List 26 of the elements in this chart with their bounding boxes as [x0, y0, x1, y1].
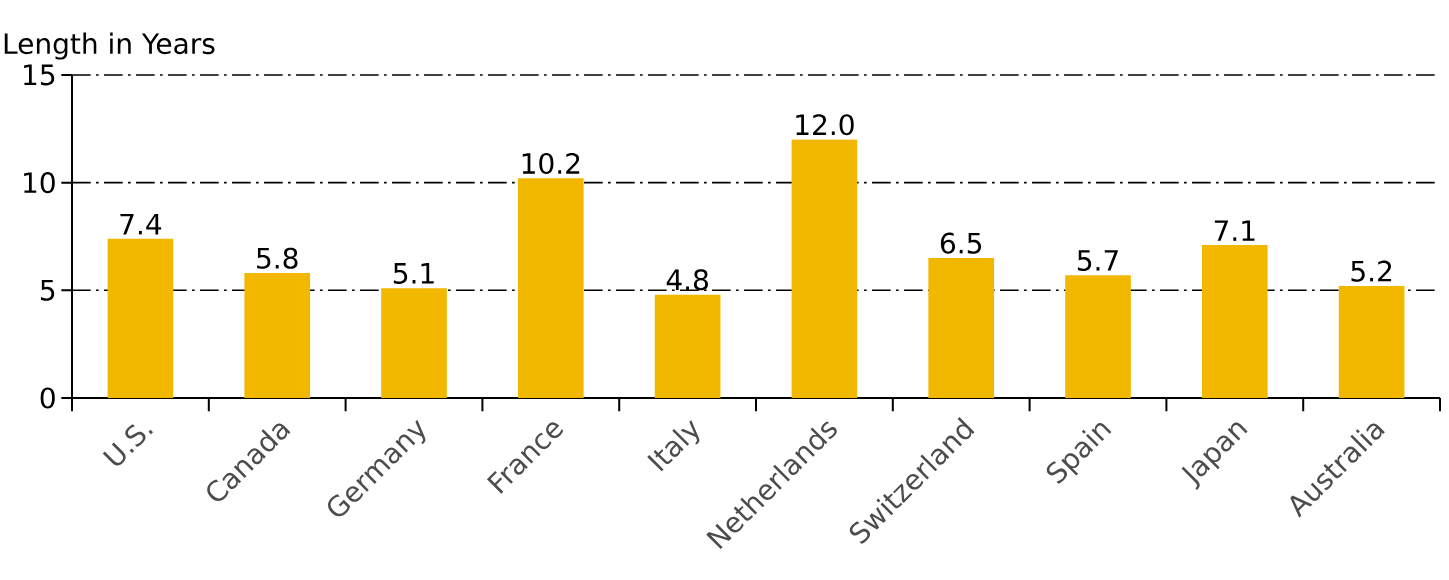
- data-label: 12.0: [796, 114, 854, 136]
- bar: [381, 288, 447, 398]
- data-label: 7.1: [1214, 220, 1255, 241]
- bar: [654, 294, 721, 398]
- bar: [1201, 245, 1268, 398]
- y-tick-label: 15: [24, 64, 55, 86]
- x-tick-label: U.S.: [102, 424, 153, 466]
- data-label: 4.8: [666, 269, 708, 291]
- data-label: 10.2: [522, 152, 580, 175]
- bar: [244, 273, 311, 398]
- bar: [791, 139, 858, 398]
- bar: [1338, 286, 1405, 398]
- data-label: 5.1: [393, 263, 434, 284]
- y-tick-label: 10: [24, 172, 55, 194]
- data-label: 5.8: [257, 247, 298, 269]
- data-label: 5.2: [1351, 260, 1392, 282]
- data-label: 5.7: [1077, 250, 1118, 271]
- data-label: 6.5: [940, 232, 982, 254]
- bar: [928, 258, 995, 398]
- bar: [1065, 275, 1131, 398]
- bar: [517, 178, 584, 398]
- y-tick-label: 0: [40, 387, 55, 409]
- y-axis-title: Length in Years: [4, 32, 215, 60]
- data-label: 7.4: [120, 213, 162, 235]
- bar: [107, 238, 174, 398]
- y-tick-label: 5: [40, 279, 55, 301]
